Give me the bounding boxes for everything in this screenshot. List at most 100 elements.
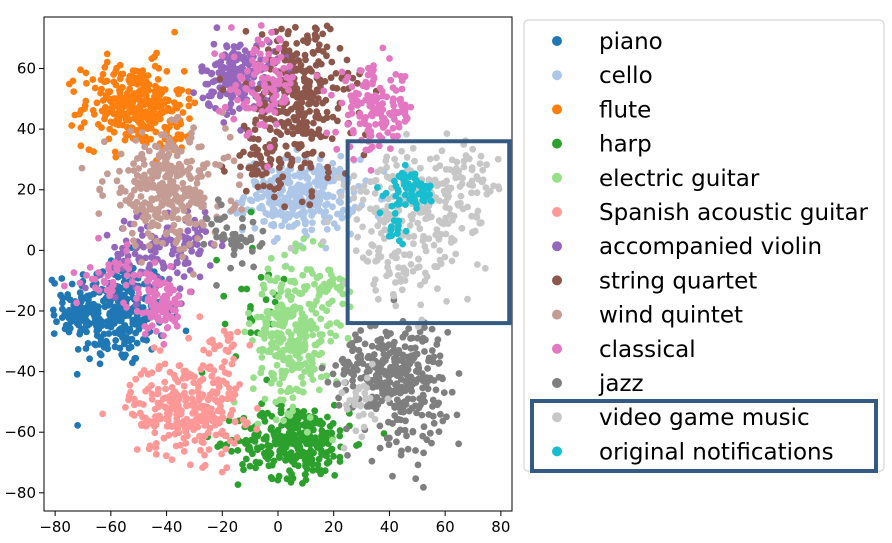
data-point [291,140,299,148]
data-point [173,322,181,330]
data-point [73,299,80,307]
data-point [373,204,380,212]
data-point [123,247,130,255]
x-tick-label: 80 [491,518,510,536]
data-point [366,95,374,103]
data-point [317,81,324,88]
data-point [179,109,187,116]
data-point [315,41,323,49]
data-point [344,73,352,81]
data-point [163,415,171,423]
data-point [270,457,278,465]
data-point [271,298,279,306]
data-point [382,370,389,378]
data-point [361,340,369,348]
data-point [114,250,122,258]
data-point [468,212,475,220]
data-point [242,455,250,463]
x-tick-label: 60 [436,518,455,536]
data-point [402,270,410,278]
data-point [383,332,391,340]
data-point [247,164,255,172]
legend-label: flute [599,97,651,123]
data-point [289,130,297,138]
data-point [328,135,336,143]
data-point [293,85,301,92]
data-point [156,115,164,123]
data-point [477,219,485,227]
data-point [228,447,235,455]
data-point [279,347,287,354]
data-point [363,374,371,382]
data-point [76,279,84,287]
data-point [70,88,78,95]
legend-marker [552,104,562,115]
data-point [292,321,299,329]
data-point [301,456,309,464]
data-point [223,464,231,472]
data-point [173,419,180,427]
data-point [129,67,137,75]
data-point [294,127,302,135]
data-point [444,328,452,336]
data-point [258,443,266,451]
data-point [317,337,325,345]
data-point [315,351,323,359]
data-point [300,317,308,324]
data-point [117,201,124,209]
data-point [284,128,291,136]
data-point [258,240,266,247]
data-point [102,337,110,345]
data-point [304,181,312,189]
data-point [131,250,139,258]
data-point [258,108,266,115]
data-point [407,103,415,111]
data-point [203,215,211,223]
data-point [428,213,435,221]
data-point [267,102,275,110]
data-point [186,115,193,122]
data-point [148,369,156,377]
data-point [287,244,295,252]
data-point [278,222,286,230]
data-point [98,178,106,185]
data-point [372,287,380,294]
data-point [310,119,317,127]
data-point [146,110,154,118]
data-point [267,379,275,387]
data-point [358,433,366,441]
legend-marker [552,412,562,423]
data-point [158,86,166,94]
data-point [221,358,229,365]
data-point [213,282,220,289]
data-point [197,446,204,454]
data-point [418,411,426,419]
data-point [230,251,238,259]
data-point [383,93,391,101]
data-point [144,125,151,132]
data-point [417,301,425,309]
data-point [58,275,66,282]
data-point [151,259,159,266]
data-point [174,131,182,139]
data-point [325,458,333,466]
data-point [149,219,156,227]
data-point [196,432,203,440]
data-point [205,446,213,453]
data-point [171,28,179,36]
data-point [369,80,376,88]
data-point [195,250,202,258]
data-point [272,120,280,128]
data-point [457,192,465,200]
data-point [281,82,289,89]
data-point [301,286,309,293]
data-point [82,69,90,77]
data-point [404,360,412,367]
data-point [247,329,255,336]
y-tick-label: −40 [4,363,36,381]
data-point [400,408,407,416]
data-point [152,450,160,458]
data-point [113,266,121,274]
data-point [147,271,155,278]
data-point [153,237,160,245]
